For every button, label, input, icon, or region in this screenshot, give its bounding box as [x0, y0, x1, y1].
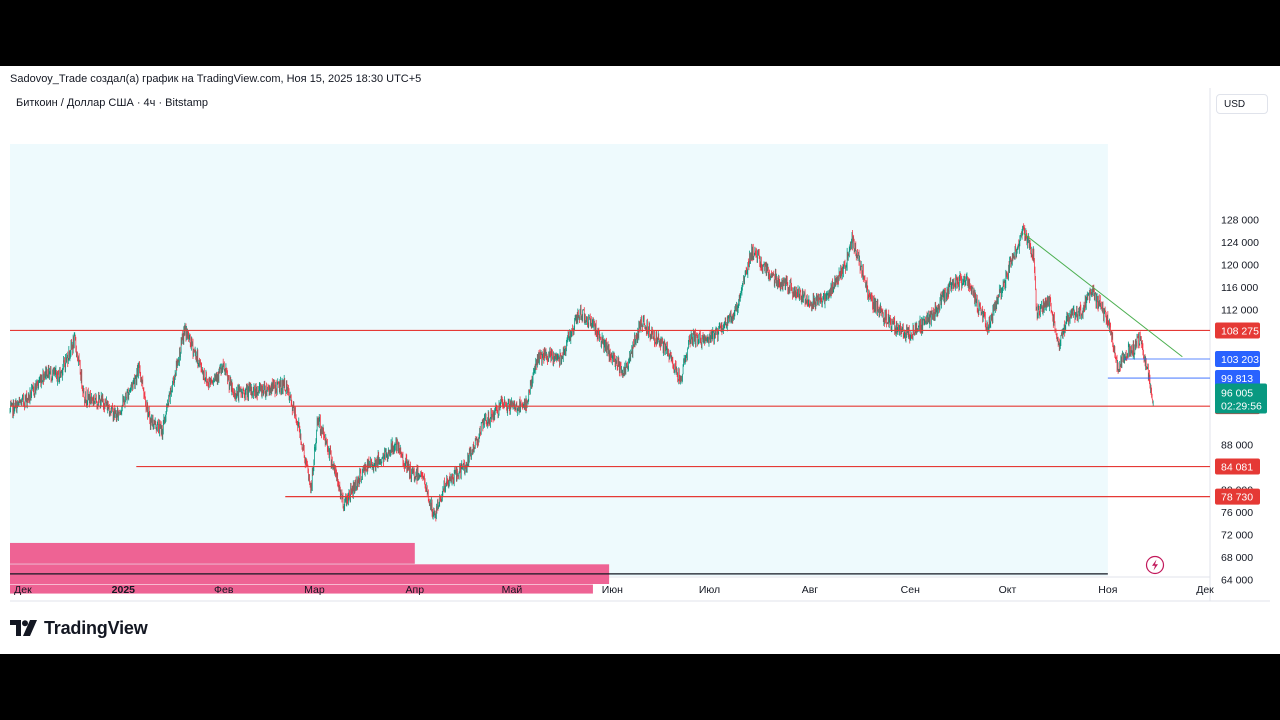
- lightning-icon[interactable]: [1145, 555, 1165, 575]
- tradingview-logo-icon: [10, 620, 37, 636]
- volume-profile-bar: [10, 584, 593, 594]
- lightning-icon-bolt: [1152, 559, 1158, 571]
- chart-canvas[interactable]: 128 000 124 000 120 000 116 000 112 000 88 00…: [0, 66, 1280, 654]
- x-tick-label: 2025: [112, 584, 136, 596]
- chart-attribution: Sadovoy_Trade создал(а) график на Tradin…: [10, 73, 422, 85]
- x-tick-label: Дек: [1196, 584, 1214, 596]
- highlight-range: [10, 144, 1108, 576]
- x-tick-label: Апр: [406, 584, 425, 596]
- y-tick-label: 88 000: [1221, 440, 1253, 452]
- last-price-label: 96 005: [1221, 387, 1253, 399]
- y-tick-label: 120 000: [1221, 260, 1259, 272]
- trend-line[interactable]: [1023, 233, 1183, 358]
- price-tag-label: 108 275: [1221, 325, 1259, 337]
- volume-profile-bar: [10, 542, 415, 564]
- x-tick-label: Сен: [901, 584, 920, 596]
- y-tick-label: 112 000: [1221, 305, 1258, 317]
- x-tick-label: Июн: [602, 584, 623, 596]
- x-tick-label: Май: [502, 584, 523, 596]
- last-price-tag: [1215, 383, 1267, 414]
- price-tag-label: 99 813: [1221, 373, 1253, 385]
- countdown-label: 02:29:56: [1221, 400, 1262, 412]
- price-tag-label: 103 203: [1221, 354, 1259, 366]
- price-tag: [1215, 350, 1260, 367]
- x-tick-label: Ноя: [1098, 584, 1117, 596]
- y-tick-label: 68 000: [1221, 552, 1253, 564]
- price-tag: [1215, 370, 1260, 387]
- y-tick-label: 76 000: [1221, 507, 1253, 519]
- y-tick-label: 124 000: [1221, 237, 1259, 249]
- price-tag: [1215, 458, 1260, 475]
- y-tick-label: 116 000: [1221, 282, 1258, 294]
- x-tick-label: Дек: [14, 584, 32, 596]
- x-tick-label: Авг: [802, 584, 819, 596]
- brand-name: TradingView: [44, 617, 148, 638]
- x-tick-label: Мар: [304, 584, 325, 596]
- x-tick-label: Июл: [699, 584, 720, 596]
- symbol-title[interactable]: Биткоин / Доллар США · 4ч · Bitstamp: [16, 97, 208, 109]
- y-tick-label: 72 000: [1221, 530, 1253, 542]
- currency-selector[interactable]: USD: [1216, 94, 1268, 114]
- x-tick-label: Фев: [214, 584, 234, 596]
- price-tag-label: 78 730: [1221, 492, 1253, 504]
- y-tick-label: 64 000: [1221, 575, 1253, 587]
- price-tag-label: 84 081: [1221, 462, 1253, 474]
- tradingview-logo[interactable]: TradingView: [10, 617, 148, 639]
- y-tick-label: 128 000: [1221, 215, 1259, 227]
- chart-card: 128 000 124 000 120 000 116 000 112 000 88 00…: [0, 66, 1280, 654]
- price-tag: [1215, 488, 1260, 505]
- x-tick-label: Окт: [999, 584, 1017, 596]
- price-tag: [1215, 322, 1260, 339]
